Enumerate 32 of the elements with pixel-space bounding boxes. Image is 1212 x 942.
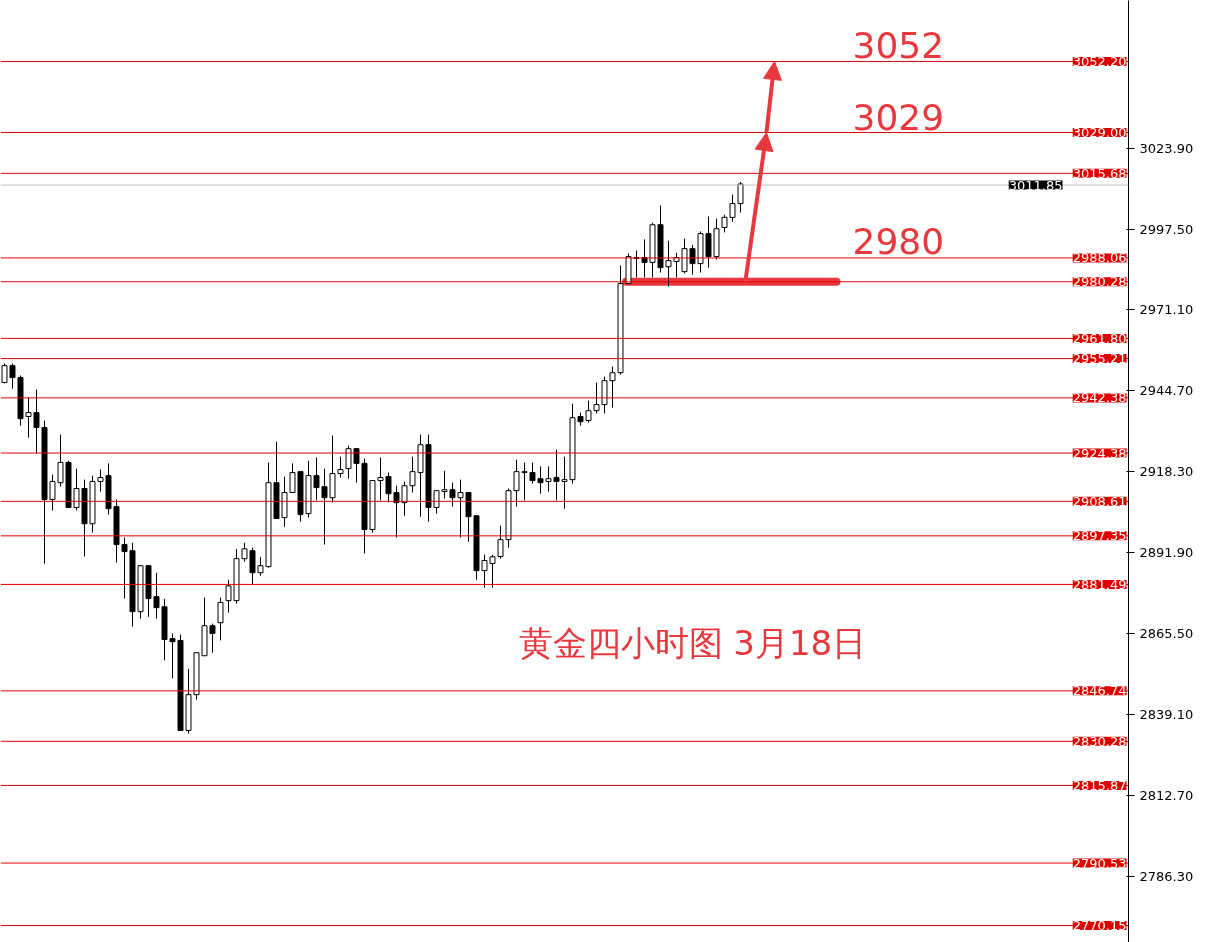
y-tick-label: 2865.50 (1139, 625, 1194, 641)
ref-line-label: 2790.53 (1072, 855, 1127, 871)
ref-line-label: 2924.38 (1072, 445, 1127, 461)
ref-line-label: 3015.68 (1072, 165, 1127, 181)
annotation: 3052 (852, 25, 945, 67)
annotation: 黄金四小时图 3月18日 (518, 622, 867, 663)
ref-line-label: 2770.15 (1072, 918, 1127, 933)
y-tick-label: 2971.10 (1139, 302, 1194, 318)
annotation: 3029 (852, 96, 945, 138)
ref-line-label: 3029.00 (1072, 125, 1127, 141)
ref-line-label: 3011.85 (1008, 177, 1063, 193)
ref-line-label: 2980.28 (1072, 274, 1127, 290)
annotation: 2980 (852, 220, 945, 262)
ref-line-label: 2942.38 (1072, 390, 1127, 406)
ref-line-label: 2988.06 (1072, 250, 1127, 266)
ref-line-label: 2961.80 (1072, 330, 1127, 346)
ref-line-label: 2846.74 (1072, 683, 1127, 699)
ref-line-label: 2830.28 (1072, 733, 1127, 749)
y-tick-label: 2812.70 (1139, 787, 1194, 803)
y-tick-label: 2918.30 (1139, 464, 1194, 480)
y-tick-label: 2786.30 (1139, 868, 1194, 884)
y-tick-label: 2839.10 (1139, 706, 1194, 722)
ref-line-label: 2955.21 (1072, 351, 1127, 367)
ref-line-label: 2908.61 (1072, 493, 1127, 509)
ref-line-label: 2897.35 (1072, 528, 1127, 544)
y-tick-label: 3023.90 (1139, 140, 1194, 156)
ref-line-label: 2815.87 (1072, 777, 1127, 793)
y-tick-label: 2997.50 (1139, 221, 1194, 237)
y-tick-label: 2944.70 (1139, 383, 1194, 399)
y-tick-label: 2891.90 (1139, 545, 1194, 561)
ref-line-label: 3052.20 (1072, 53, 1127, 69)
ref-line-label: 2881.49 (1072, 576, 1127, 592)
